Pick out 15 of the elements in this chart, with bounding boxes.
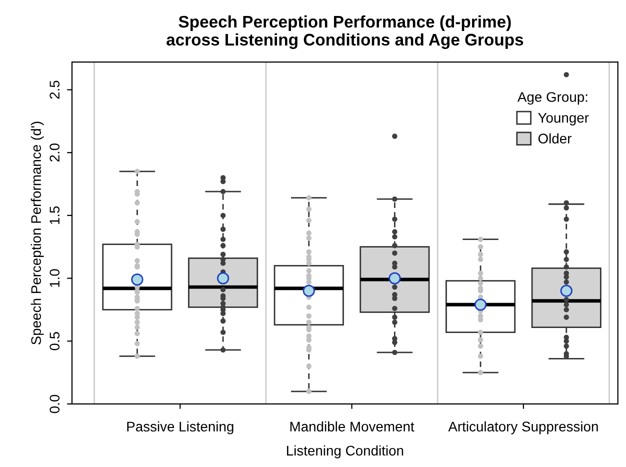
x-tick-label: Mandible Movement [290,421,414,432]
legend-label: Younger [538,113,589,126]
x-tick-label: Articulatory Suppression [448,421,598,434]
y-tick-label: 2.5 [50,80,60,99]
y-tick-label: 0.0 [50,394,60,414]
chart-title: Speech Perception Performance (d-prime) across Listening Conditions and Age Groups [166,15,524,49]
x-tick-label: Passive Listening [127,421,234,434]
y-tick-label: 0.5 [50,332,60,350]
y-tick-label: 2.0 [50,143,60,162]
x-axis-title: Listening Condition [287,445,404,458]
legend-title: Age Group: [517,92,588,105]
y-tick-label: 1.5 [50,206,60,224]
y-tick-label: 1.0 [50,269,60,287]
legend-label: Older [538,133,572,144]
y-axis-title: Speech Perception Performance (d') [30,122,44,344]
